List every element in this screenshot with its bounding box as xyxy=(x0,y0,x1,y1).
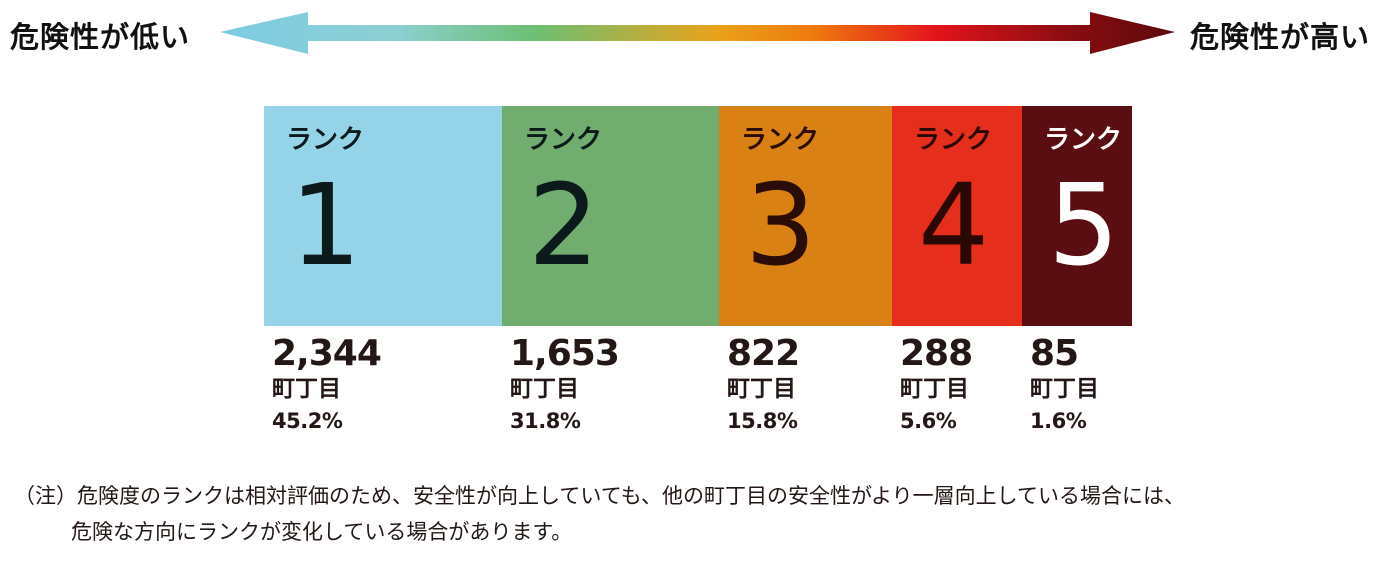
rank-2-stats: 1,653 町丁目 31.8% xyxy=(510,333,620,438)
rank-1-percent: 45.2% xyxy=(272,409,343,433)
rank-4-number: 4 xyxy=(918,161,989,291)
low-risk-label: 危険性が低い xyxy=(10,20,191,54)
rank-1-stats: 2,344 町丁目 45.2% xyxy=(272,333,382,438)
rank-5-stats: 85 町丁目 1.6% xyxy=(1030,334,1099,438)
rank-2-strip xyxy=(502,106,719,326)
rank-2-label: ランク xyxy=(524,125,602,155)
rank-1-unit: 町丁目 xyxy=(272,376,341,402)
rank-3-stats: 822 町丁目 15.8% xyxy=(727,333,800,438)
rank-3-unit: 町丁目 xyxy=(727,376,796,402)
rank-3-number: 3 xyxy=(745,161,816,291)
rank-5-unit: 町丁目 xyxy=(1030,376,1099,402)
rank-4-label: ランク xyxy=(914,125,992,155)
rank-2-unit: 町丁目 xyxy=(510,376,579,402)
footnote: （注）危険度のランクは相対評価のため、安全性が向上していても、他の町丁目の安全性… xyxy=(14,478,1185,550)
rank-4-stats: 288 町丁目 5.6% xyxy=(900,333,973,438)
rank-3-strip xyxy=(719,106,892,326)
rank-5-percent: 1.6% xyxy=(1030,409,1087,433)
rank-1-strip xyxy=(264,106,502,326)
rank-4-strip xyxy=(892,106,1022,326)
high-risk-label: 危険性が高い xyxy=(1190,20,1371,54)
rank-2-number: 2 xyxy=(528,161,599,291)
rank-distribution-chart: ランク 1 ランク 2 ランク 3 ランク 4 ランク 5 xyxy=(264,106,1132,326)
rank-2-count: 1,653 xyxy=(510,333,620,374)
rank-4-percent: 5.6% xyxy=(900,409,957,433)
rank-4-count: 288 xyxy=(900,333,973,374)
footnote-line-1: （注）危険度のランクは相対評価のため、安全性が向上していても、他の町丁目の安全性… xyxy=(14,484,1185,508)
footnote-line-2: 危険な方向にランクが変化している場合があります。 xyxy=(71,520,573,544)
rank-5-strip xyxy=(1022,106,1132,326)
rank-1-number: 1 xyxy=(290,161,361,291)
rank-1-label: ランク xyxy=(286,125,364,155)
rank-3-count: 822 xyxy=(727,333,800,374)
rank-5-number: 5 xyxy=(1048,161,1119,291)
rank-5-count: 85 xyxy=(1030,333,1079,374)
rank-3-label: ランク xyxy=(741,125,819,155)
rank-2-percent: 31.8% xyxy=(510,409,581,433)
risk-gradient-arrow xyxy=(220,12,1175,54)
rank-4-unit: 町丁目 xyxy=(900,376,969,402)
rank-5-label: ランク xyxy=(1044,125,1122,155)
rank-1-count: 2,344 xyxy=(272,333,382,374)
rank-3-percent: 15.8% xyxy=(727,409,798,433)
